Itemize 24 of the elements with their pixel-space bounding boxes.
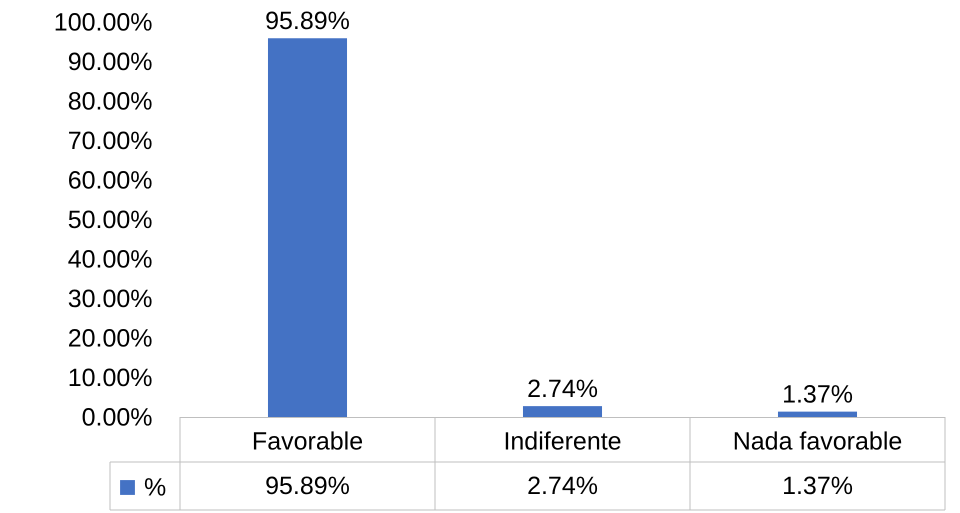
y-tick-label: 100.00%	[54, 8, 152, 36]
y-tick-label: 30.00%	[68, 285, 152, 313]
data-label: 95.89%	[265, 472, 350, 500]
y-tick-label: 80.00%	[68, 88, 152, 116]
x-tick-label: Nada favorable	[732, 428, 902, 456]
y-tick-label: 70.00%	[68, 127, 152, 155]
y-tick-label: 0.00%	[82, 404, 152, 432]
data-label: 2.74%	[527, 472, 598, 500]
x-tick-label: Indiferente	[503, 428, 622, 456]
y-tick-label: 20.00%	[68, 324, 152, 352]
legend-label: %	[144, 474, 166, 502]
bar	[268, 38, 348, 417]
y-tick-label: 90.00%	[68, 48, 152, 76]
y-tick-label: 50.00%	[68, 206, 152, 234]
data-label: 1.37%	[782, 472, 853, 500]
text: 95.89%	[265, 7, 350, 36]
y-tick-label: 40.00%	[68, 246, 152, 274]
text: 2.74%	[527, 375, 598, 404]
bar	[522, 406, 602, 417]
bar	[778, 412, 858, 417]
text: 1.37%	[782, 380, 853, 409]
y-tick-label: 60.00%	[68, 166, 152, 194]
x-tick-label: Favorable	[252, 428, 364, 456]
y-tick-label: 10.00%	[68, 364, 152, 392]
